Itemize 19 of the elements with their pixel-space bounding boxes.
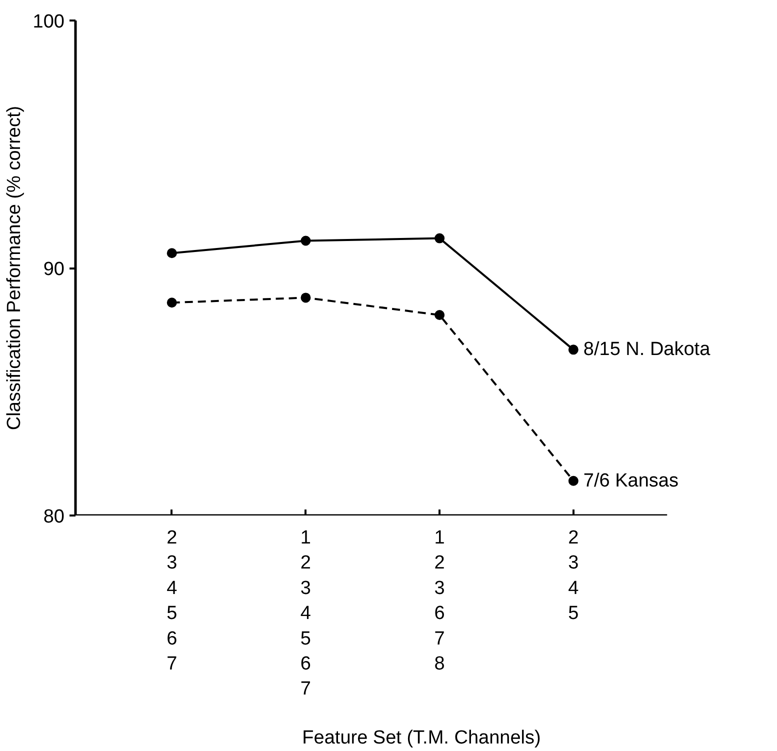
y-tick-label: 80: [43, 506, 65, 528]
point: [434, 233, 445, 244]
series-label: 8/15 N. Dakota: [583, 339, 711, 360]
y-tick-label: 100: [32, 12, 64, 32]
point: [166, 298, 177, 308]
x-tick-label: 1 2 3 6 7 8: [434, 528, 445, 674]
point: [300, 236, 311, 246]
x-tick-label: 2 3 4 5: [568, 528, 580, 624]
x-tick-label: 2 3 4 5 6 7: [166, 528, 178, 674]
y-tick-label: 90: [43, 259, 65, 280]
point: [568, 476, 578, 486]
x-tick-label: 1 2 3 4 5 6 7: [300, 528, 312, 700]
point: [166, 248, 177, 258]
x-axis-title: Feature Set (T.M. Channels): [302, 728, 541, 749]
series-label: 7/6 Kansas: [583, 470, 678, 492]
y-axis-title: Classification Performance (% correct): [4, 106, 25, 430]
point: [300, 292, 311, 303]
point: [568, 344, 578, 355]
point: [434, 310, 445, 320]
